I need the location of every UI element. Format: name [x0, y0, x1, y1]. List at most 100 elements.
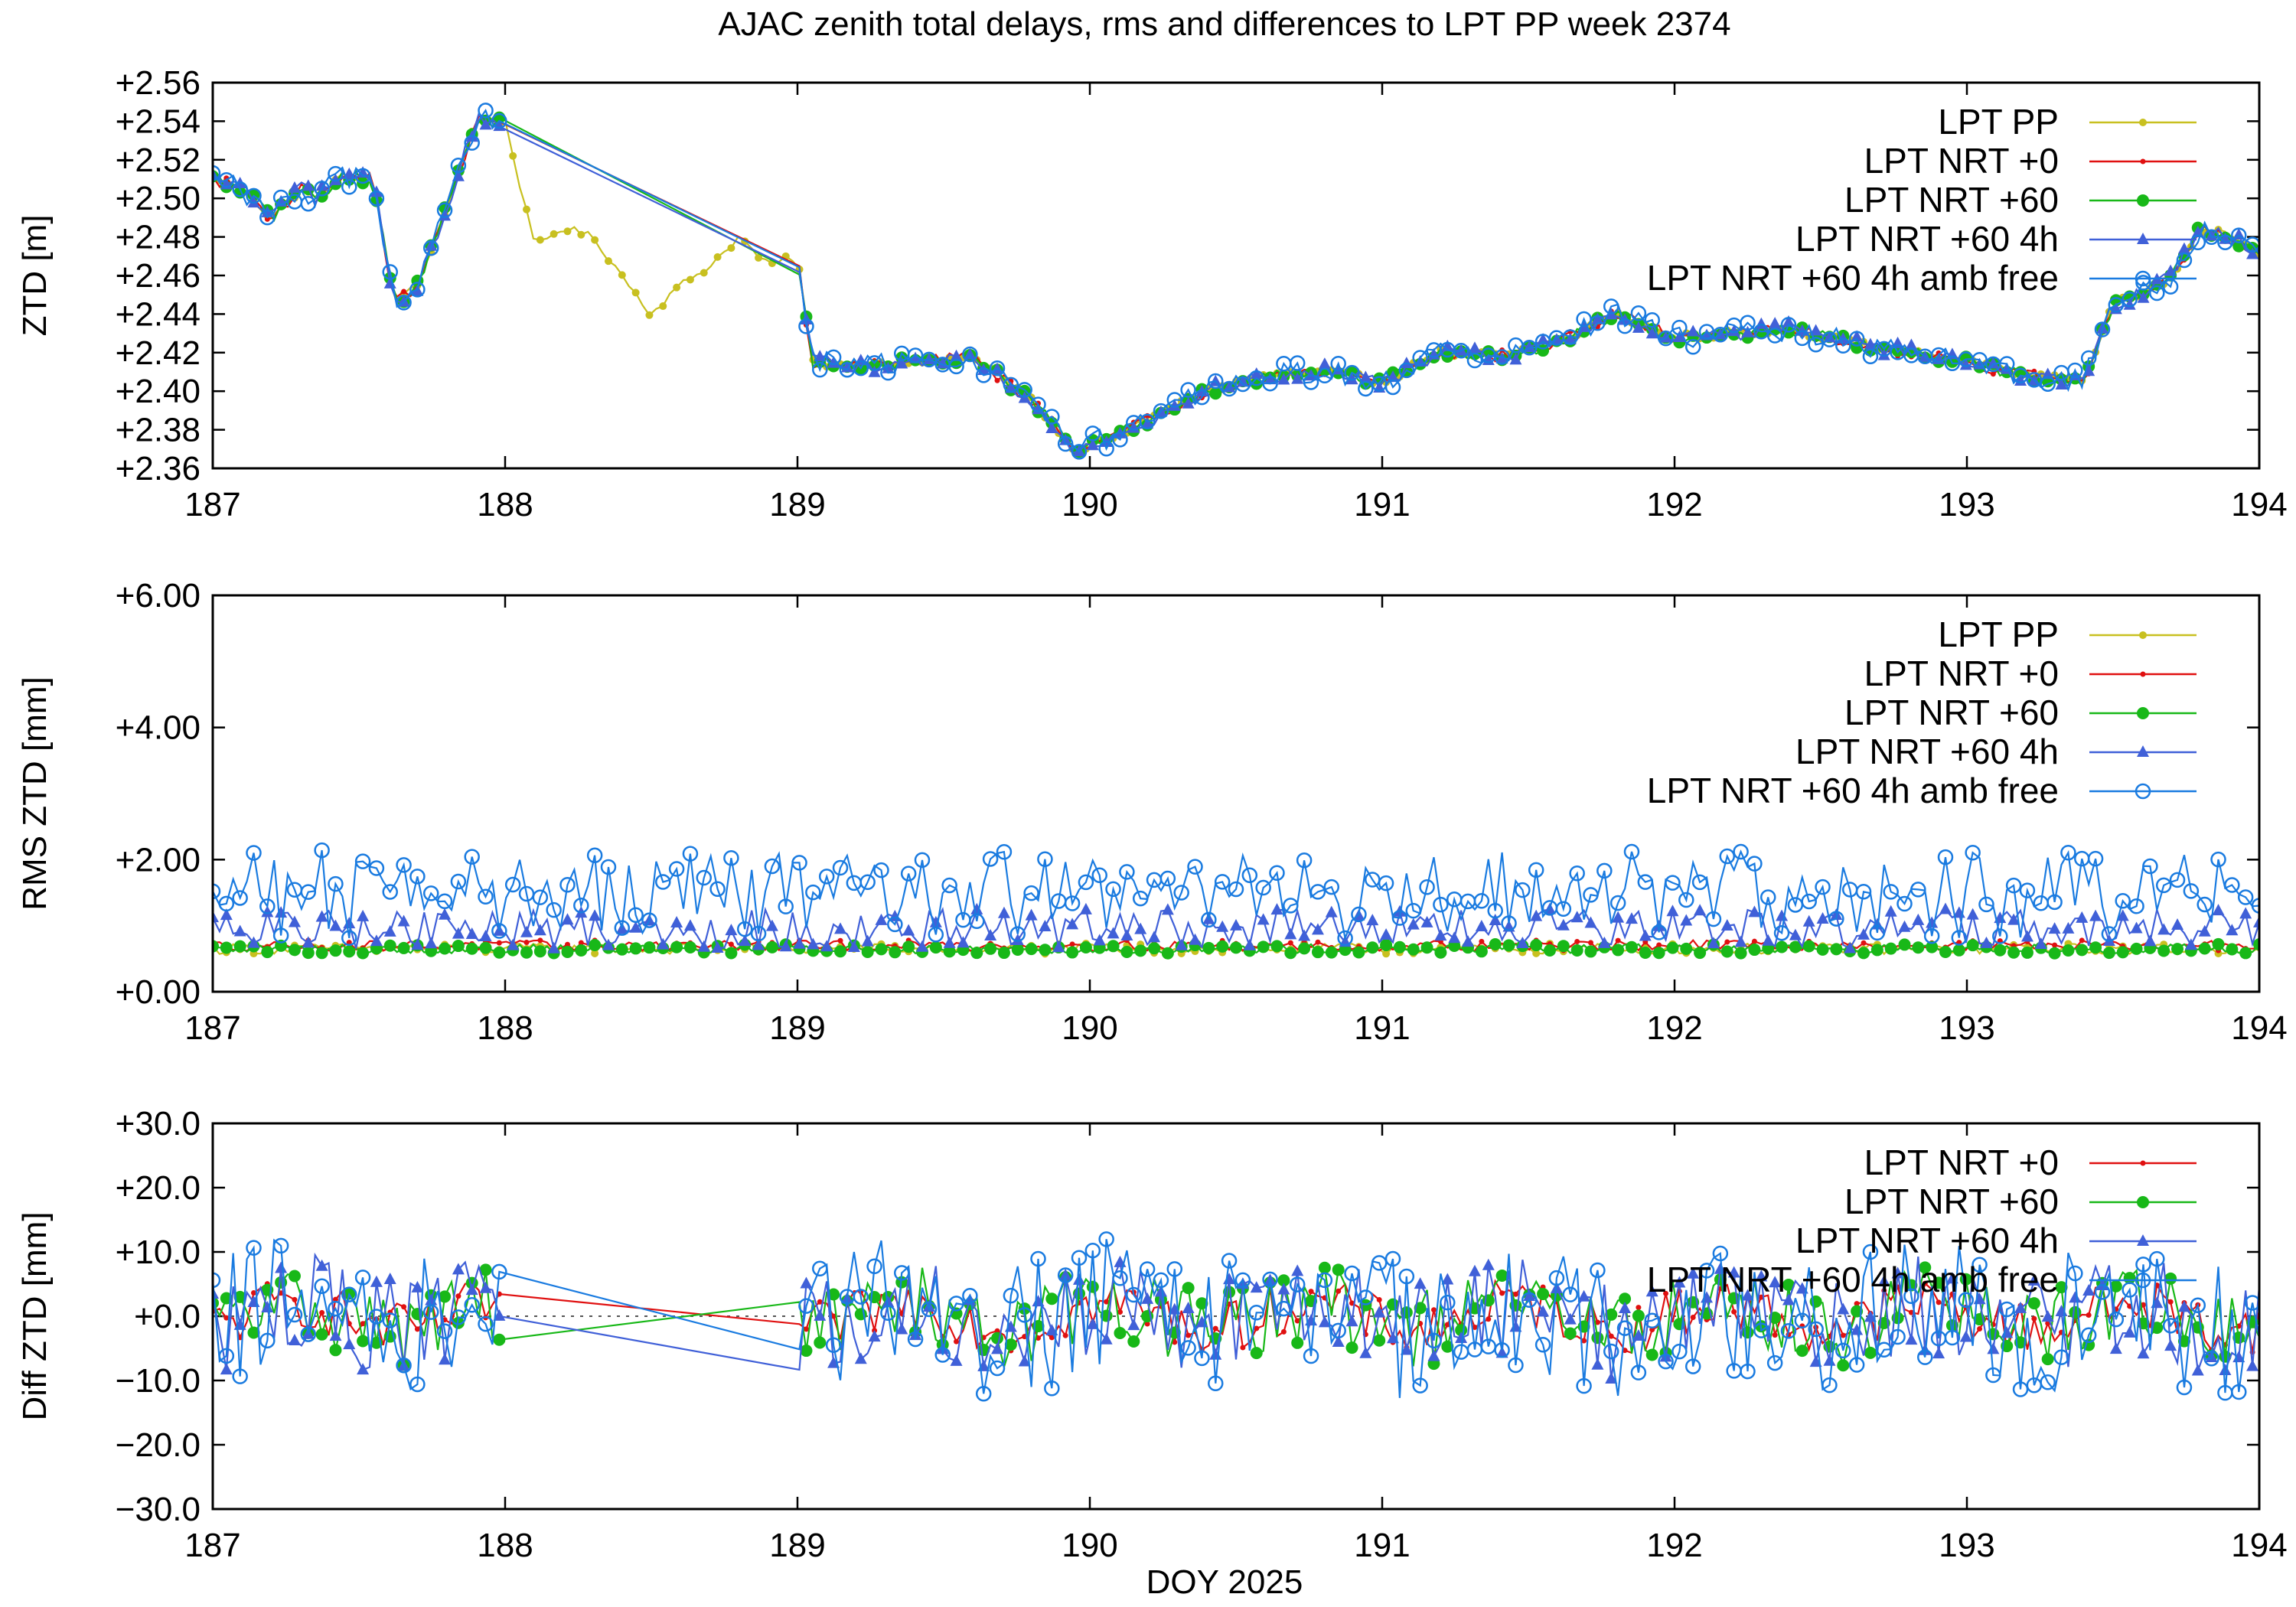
data-point-lpt-nrt-60-4h	[1086, 438, 1099, 451]
data-point-lpt-nrt-60-4h-amb-free	[2026, 372, 2043, 388]
data-point-lpt-nrt-60-4h	[2164, 1339, 2177, 1351]
data-point-lpt-nrt-60-4h	[329, 173, 342, 185]
data-point-lpt-nrt-60-4h-amb-free	[1766, 328, 1783, 344]
data-point-lpt-nrt-60-4h	[479, 118, 492, 130]
data-point-lpt-nrt-60	[1318, 1261, 1331, 1274]
data-point-lpt-nrt-60-4h-amb-free	[750, 925, 767, 942]
data-point-lpt-nrt-60	[1373, 1334, 1386, 1347]
x-tick-label: 187	[184, 1527, 240, 1564]
panel-rms: +0.00 +2.00 +4.00 +6.00 187 188 189 190 191 192 19…	[16, 577, 2288, 1047]
data-point-lpt-nrt-60-4h	[479, 929, 492, 941]
data-point-lpt-nrt-60-4h-amb-free	[464, 135, 480, 151]
data-point-lpt-nrt-60	[315, 1328, 328, 1341]
data-point-lpt-nrt-0	[1349, 1300, 1355, 1306]
data-point-lpt-nrt-60-4h	[1748, 905, 1761, 918]
data-point-lpt-nrt-60-4h-amb-free	[1555, 901, 1572, 917]
data-point-lpt-nrt-60	[2171, 943, 2184, 956]
y-tick-label: −10.0	[116, 1362, 201, 1400]
data-point-lpt-nrt-60-4h-amb-free	[1828, 911, 1844, 927]
data-point-lpt-nrt-60-4h-amb-free	[491, 112, 507, 129]
data-point-lpt-nrt-60-4h-amb-free	[682, 846, 699, 862]
data-point-lpt-nrt-60	[1004, 1338, 1017, 1351]
data-point-lpt-nrt-0	[1069, 941, 1075, 947]
data-point-lpt-nrt-60-4h	[1864, 1310, 1877, 1322]
data-point-lpt-nrt-60-4h-amb-free	[893, 1265, 910, 1281]
data-point-lpt-nrt-60-4h	[1905, 1333, 1918, 1345]
data-point-lpt-nrt-60-4h	[302, 936, 315, 948]
data-point-lpt-nrt-0	[1922, 1280, 1928, 1286]
series-lpt-nrt-60-4h-amb-free	[213, 1231, 2259, 1402]
data-point-lpt-nrt-60-4h-amb-free	[2149, 1250, 2165, 1267]
data-point-lpt-nrt-60-4h	[1475, 919, 1488, 931]
data-point-lpt-pp	[577, 230, 585, 239]
data-point-lpt-nrt-60-4h	[1605, 1372, 1618, 1384]
data-point-lpt-nrt-60	[2212, 937, 2225, 950]
data-point-lpt-nrt-60-4h-amb-free	[1384, 1250, 1401, 1267]
data-point-lpt-nrt-60	[1407, 943, 1420, 956]
data-point-lpt-nrt-60-4h	[1905, 338, 1918, 350]
data-point-lpt-nrt-60-4h	[2157, 923, 2170, 935]
data-point-lpt-nrt-60-4h-amb-free	[825, 1337, 842, 1354]
data-point-lpt-nrt-60	[1734, 947, 1747, 960]
data-point-lpt-nrt-60-4h-amb-free	[2053, 1349, 2069, 1365]
data-point-lpt-nrt-60-4h-amb-free	[1740, 1363, 1756, 1380]
data-point-lpt-nrt-60-4h	[1100, 1332, 1113, 1345]
data-point-lpt-nrt-60-4h-amb-free	[1740, 315, 1756, 331]
data-point-lpt-nrt-60	[220, 941, 233, 954]
data-point-lpt-nrt-60-4h	[1714, 1262, 1727, 1274]
data-point-lpt-nrt-60-4h	[1086, 1317, 1099, 1329]
data-point-lpt-nrt-60-4h	[1168, 399, 1181, 411]
data-point-lpt-nrt-60-4h-amb-free	[213, 1272, 221, 1289]
x-tick-label: 193	[1939, 1527, 1994, 1564]
data-point-lpt-nrt-60-4h	[1564, 333, 1577, 345]
data-point-lpt-nrt-60-4h	[1414, 1277, 1427, 1289]
data-point-lpt-nrt-60-4h-amb-free	[2067, 362, 2083, 379]
data-point-lpt-nrt-60	[1195, 1297, 1208, 1310]
data-point-lpt-nrt-60-4h-amb-free	[2203, 1350, 2219, 1367]
data-point-lpt-nrt-0	[1581, 1338, 1587, 1344]
data-point-lpt-nrt-60-4h-amb-free	[1658, 330, 1674, 347]
data-point-lpt-nrt-60-4h	[1148, 931, 1161, 943]
data-point-lpt-nrt-60-4h	[1387, 1332, 1400, 1344]
data-point-lpt-nrt-60-4h	[2137, 1347, 2150, 1359]
data-point-lpt-nrt-60-4h	[1230, 918, 1242, 931]
data-point-lpt-nrt-60	[1905, 1279, 1918, 1292]
y-tick-label: +2.52	[116, 142, 201, 179]
legend-label: LPT NRT +60	[1844, 693, 2059, 732]
x-tick-label: 194	[2231, 1527, 2287, 1564]
data-point-lpt-nrt-60-4h-amb-free	[1057, 435, 1074, 452]
data-point-lpt-nrt-60-4h-amb-free	[1508, 1357, 1524, 1374]
data-point-lpt-nrt-60-4h	[533, 924, 546, 936]
data-point-lpt-nrt-60-4h	[1441, 1273, 1454, 1285]
data-point-lpt-nrt-0	[360, 1321, 366, 1327]
data-point-lpt-nrt-60-4h-amb-free	[1166, 1261, 1183, 1277]
data-point-lpt-nrt-60-4h-amb-free	[1344, 364, 1360, 381]
data-point-lpt-nrt-60	[343, 945, 356, 958]
data-point-lpt-nrt-60	[1584, 945, 1597, 958]
legend-label: LPT PP	[1938, 614, 2059, 654]
data-point-lpt-nrt-0	[1840, 1332, 1846, 1338]
data-point-lpt-nrt-60-4h	[1782, 315, 1795, 327]
data-point-lpt-nrt-60	[1345, 1341, 1358, 1354]
data-point-lpt-nrt-60	[1380, 938, 1393, 951]
data-point-lpt-nrt-60-4h-amb-free	[934, 1347, 951, 1363]
y-tick-label: +0.0	[134, 1298, 201, 1335]
plot-area	[213, 842, 2259, 960]
data-point-lpt-pp	[618, 271, 626, 279]
data-point-lpt-nrt-60-4h-amb-free	[1678, 892, 1694, 908]
data-point-lpt-nrt-60	[943, 945, 956, 958]
data-point-lpt-nrt-60-4h	[2055, 378, 2068, 390]
data-point-lpt-nrt-60-4h-amb-free	[1609, 895, 1626, 911]
data-point-lpt-nrt-60-4h-amb-free	[1126, 1286, 1142, 1303]
data-point-lpt-nrt-60-4h	[1345, 373, 1358, 385]
data-point-lpt-nrt-60-4h	[1250, 367, 1263, 380]
data-point-lpt-nrt-60-4h	[1495, 1346, 1508, 1358]
data-point-lpt-nrt-60-4h-amb-free	[1862, 1244, 1879, 1260]
data-point-lpt-nrt-60	[765, 940, 778, 953]
x-tick-label: 189	[769, 486, 825, 523]
data-point-lpt-nrt-60-4h	[329, 919, 342, 931]
data-point-lpt-nrt-60-4h	[1332, 1335, 1345, 1347]
data-point-lpt-nrt-60-4h-amb-free	[559, 876, 576, 893]
data-point-lpt-nrt-0	[2031, 1315, 2037, 1322]
data-point-lpt-nrt-60-4h	[1980, 936, 1993, 948]
